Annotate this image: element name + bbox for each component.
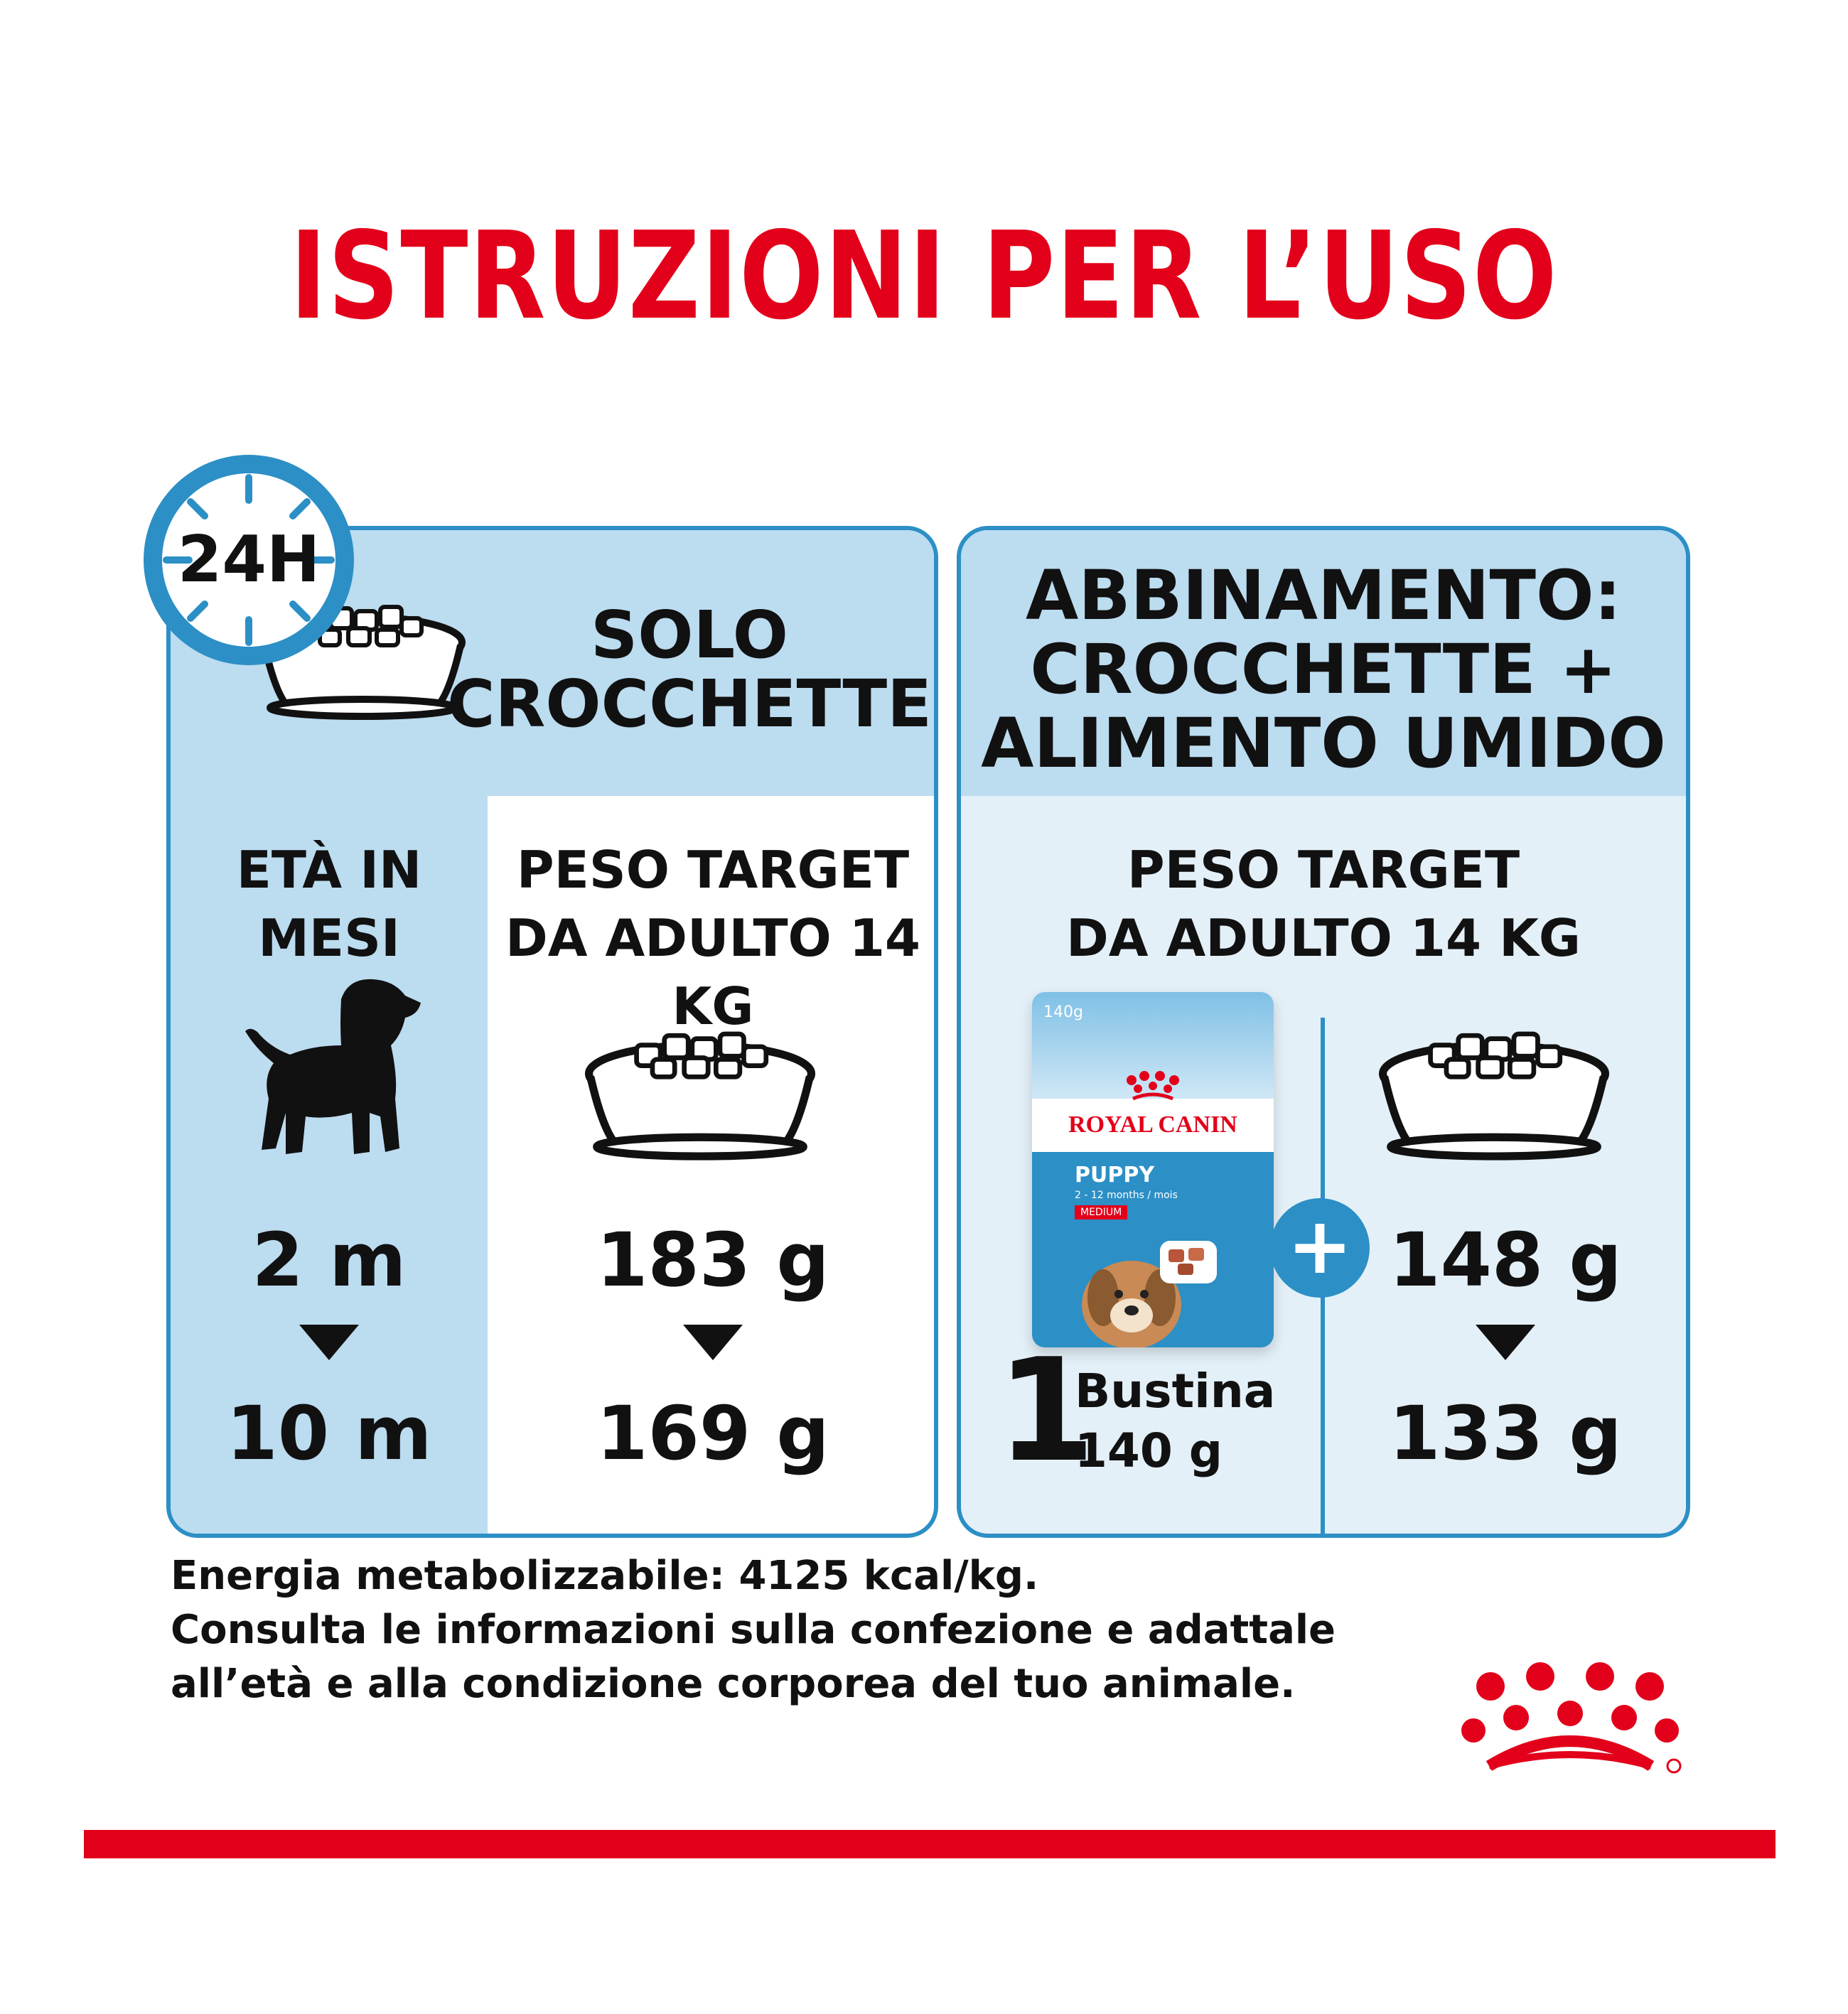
footer-line: Consulta le informazioni sulla confezion… (171, 1607, 1336, 1653)
age-column (171, 796, 488, 1534)
kibble-bowl-icon (1378, 1031, 1610, 1161)
bottom-red-bar (84, 1830, 1776, 1858)
footer-note: Energia metabolizzabile: 4125 kcal/kg. C… (171, 1549, 1336, 1711)
wet-info: Bustina 140 g (1075, 1362, 1275, 1481)
weight-header: PESO TARGET DA ADULTO 14 KG (961, 836, 1686, 972)
wet-count: 1 (996, 1328, 1096, 1494)
panel-heading: ABBINAMENTO: CROCCHETTE + ALIMENTO UMIDO (961, 559, 1686, 780)
puppy-photo-icon (1082, 1241, 1217, 1347)
heading-line: ALIMENTO UMIDO (981, 704, 1666, 783)
heading-line: CROCCHETTE (447, 665, 932, 742)
pouch-variant: PUPPY (1075, 1163, 1155, 1188)
grams-start: 183 g (596, 1217, 829, 1303)
pouch-size-tag: MEDIUM (1075, 1205, 1128, 1219)
pouch-brand: ROYAL CANIN (1068, 1111, 1237, 1138)
arrow-down-icon (1476, 1325, 1535, 1360)
wet-food-pouch-image: 140g ROYAL CANIN PUPPY 2 - 12 months / m… (1032, 992, 1274, 1347)
age-header: ETÀ IN MESI (171, 836, 488, 972)
royal-canin-crown-logo (1461, 1662, 1682, 1774)
kibble-bowl-icon (259, 605, 466, 720)
heading-line: ABBINAMENTO: (1026, 556, 1621, 635)
header-line: PESO TARGET (516, 840, 910, 900)
footer-line: Energia metabolizzabile: 4125 kcal/kg. (171, 1553, 1039, 1599)
puppy-silhouette-icon (245, 979, 421, 1154)
header-line: ETÀ IN (236, 840, 422, 900)
header-line: DA ADULTO 14 KG (505, 908, 921, 1036)
arrow-down-icon (683, 1325, 743, 1360)
grams-end: 169 g (596, 1390, 829, 1477)
header-line: DA ADULTO 14 KG (1065, 908, 1581, 968)
header-line: MESI (258, 908, 400, 968)
pouch-top (1032, 992, 1274, 1099)
header-line: PESO TARGET (1127, 840, 1520, 900)
kibble-bowl-icon (584, 1031, 816, 1161)
footer-line: all’età e alla condizione corporea del t… (171, 1661, 1296, 1707)
panel-heading: SOLO CROCCHETTE (441, 597, 934, 742)
heading-line: SOLO (590, 597, 789, 673)
panel-solo-crocchette: SOLO CROCCHETTE ETÀ IN MESI 2 m 10 m PES… (166, 526, 938, 1538)
grams-end: 133 g (1389, 1390, 1622, 1477)
age-start: 2 m (252, 1217, 407, 1303)
page-title: ISTRUZIONI PER L’USO (289, 206, 1559, 347)
pouch-weight: 140g (1043, 1003, 1083, 1021)
grams-start: 148 g (1389, 1217, 1622, 1303)
clock-24h-icon: 24H (144, 455, 354, 665)
heading-line: CROCCHETTE + (1030, 630, 1617, 709)
crown-icon (1127, 1071, 1179, 1101)
weight-header: PESO TARGET DA ADULTO 14 KG (488, 836, 934, 1040)
plus-icon: + (1270, 1198, 1370, 1298)
clock-label: 24H (178, 522, 321, 597)
panel-abbinamento: ABBINAMENTO: CROCCHETTE + ALIMENTO UMIDO… (957, 526, 1690, 1538)
arrow-down-icon (299, 1325, 359, 1360)
age-end: 10 m (226, 1390, 432, 1477)
pouch-age: 2 - 12 months / mois (1075, 1190, 1178, 1201)
wet-label: Bustina (1075, 1364, 1276, 1418)
panel-header (961, 530, 1686, 796)
wet-weight: 140 g (1075, 1423, 1223, 1478)
